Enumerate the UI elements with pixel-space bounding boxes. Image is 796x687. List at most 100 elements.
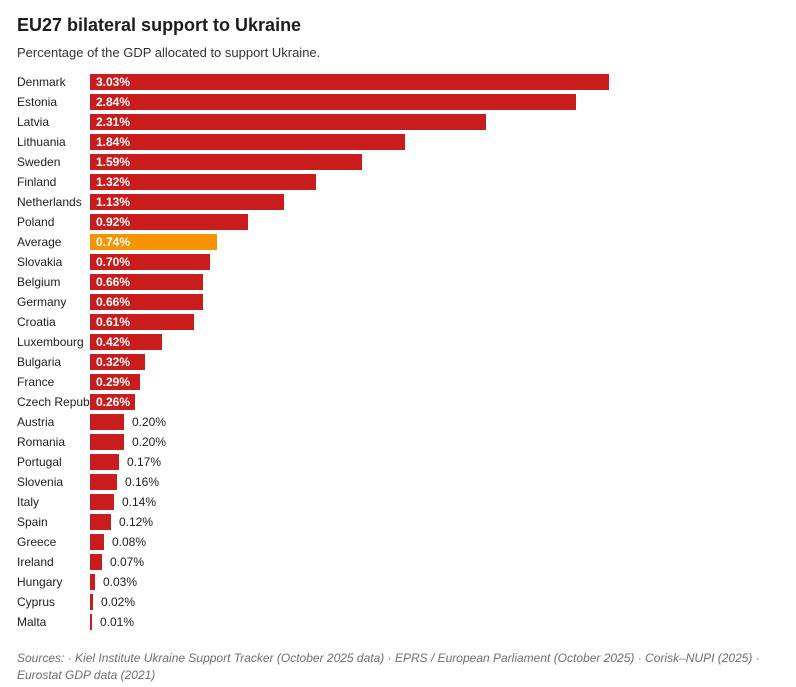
- value-label: 0.03%: [103, 575, 138, 590]
- value-label: 1.32%: [96, 175, 131, 190]
- bar: [90, 614, 92, 631]
- chart-row: Austria 0.20%: [17, 412, 780, 432]
- category-label: Germany: [17, 295, 67, 310]
- category-label: Italy: [17, 495, 40, 510]
- chart-row: Belgium 0.66%: [17, 272, 780, 292]
- chart-row: Hungary 0.03%: [17, 572, 780, 592]
- bar-track: 0.02%: [90, 594, 780, 611]
- bar: [90, 414, 124, 431]
- value-label: 0.02%: [101, 595, 136, 610]
- category-label: Bulgaria: [17, 355, 62, 370]
- value-label: 0.07%: [110, 555, 145, 570]
- value-label: 0.01%: [100, 615, 135, 630]
- bar-track: 0.07%: [90, 554, 780, 571]
- chart-row: Romania 0.20%: [17, 432, 780, 452]
- bar: [90, 474, 117, 491]
- category-label: Denmark: [17, 75, 66, 90]
- value-label: 0.29%: [96, 375, 131, 390]
- bar-track: 0.20%: [90, 414, 780, 431]
- bar: [90, 154, 362, 171]
- category-label: Ireland: [17, 555, 54, 570]
- chart-row: Poland 0.92%: [17, 212, 780, 232]
- value-label: 0.20%: [132, 435, 167, 450]
- value-label: 0.70%: [96, 255, 131, 270]
- chart-row: Average 0.74%: [17, 232, 780, 252]
- bar: [90, 94, 576, 111]
- value-label: 1.59%: [96, 155, 131, 170]
- category-label: Poland: [17, 215, 55, 230]
- category-label: Greece: [17, 535, 57, 550]
- value-label: 0.32%: [96, 355, 131, 370]
- value-label: 0.26%: [96, 395, 131, 410]
- bar: [90, 514, 111, 531]
- bar-track: 2.84%: [90, 94, 780, 111]
- bar-track: 0.70%: [90, 254, 780, 271]
- bar-track: 0.42%: [90, 334, 780, 351]
- bar-track: 0.01%: [90, 614, 780, 631]
- category-label: Sweden: [17, 155, 61, 170]
- bar-track: 1.84%: [90, 134, 780, 151]
- category-label: Malta: [17, 615, 47, 630]
- chart-row: Latvia 2.31%: [17, 112, 780, 132]
- bar: [90, 294, 203, 311]
- category-label: Finland: [17, 175, 57, 190]
- bar-track: 1.13%: [90, 194, 780, 211]
- bar: [90, 394, 135, 411]
- bar-track: 0.32%: [90, 354, 780, 371]
- value-label: 2.31%: [96, 115, 131, 130]
- bar: [90, 254, 210, 271]
- bar-track: 0.17%: [90, 454, 780, 471]
- chart-row: Italy 0.14%: [17, 492, 780, 512]
- chart-row: France 0.29%: [17, 372, 780, 392]
- bar-chart: Denmark 3.03% Estonia 2.84% Latvia 2.31% Lithu…: [17, 72, 780, 632]
- value-label: 1.13%: [96, 195, 131, 210]
- value-label: 3.03%: [96, 75, 131, 90]
- value-label: 0.74%: [96, 235, 131, 250]
- bar-track: 1.32%: [90, 174, 780, 191]
- category-label: Netherlands: [17, 195, 82, 210]
- chart-row: Portugal 0.17%: [17, 452, 780, 472]
- value-label: 0.14%: [122, 495, 157, 510]
- chart-row: Bulgaria 0.32%: [17, 352, 780, 372]
- value-label: 2.84%: [96, 95, 131, 110]
- chart-row: Luxembourg 0.42%: [17, 332, 780, 352]
- bar-track: 0.29%: [90, 374, 780, 391]
- value-label: 0.12%: [119, 515, 154, 530]
- bar-track: 0.12%: [90, 514, 780, 531]
- bar-track: 0.61%: [90, 314, 780, 331]
- chart-row: Croatia 0.61%: [17, 312, 780, 332]
- bar-track: 0.92%: [90, 214, 780, 231]
- bar-track: 3.03%: [90, 74, 780, 91]
- chart-title: EU27 bilateral support to Ukraine: [17, 15, 302, 35]
- bar: [90, 274, 203, 291]
- chart-row: Slovenia 0.16%: [17, 472, 780, 492]
- value-label: 0.17%: [127, 455, 162, 470]
- chart-row: Greece 0.08%: [17, 532, 780, 552]
- bar: [90, 134, 405, 151]
- category-label: Average: [17, 235, 62, 250]
- category-label: Estonia: [17, 95, 58, 110]
- chart-row: Lithuania 1.84%: [17, 132, 780, 152]
- bar: [90, 354, 145, 371]
- bar-track: 0.66%: [90, 294, 780, 311]
- chart-row: Germany 0.66%: [17, 292, 780, 312]
- chart-row: Estonia 2.84%: [17, 92, 780, 112]
- value-label: 0.92%: [96, 215, 131, 230]
- bar: [90, 174, 316, 191]
- bar-track: 0.20%: [90, 434, 780, 451]
- bar: [90, 594, 93, 611]
- bar: [90, 374, 140, 391]
- bar: [90, 554, 102, 571]
- chart-row: Ireland 0.07%: [17, 552, 780, 572]
- bar-track: 0.66%: [90, 274, 780, 291]
- category-label: Latvia: [17, 115, 50, 130]
- category-label: Spain: [17, 515, 48, 530]
- sources-note: Sources: · Kiel Institute Ukraine Suppor…: [17, 651, 760, 682]
- value-label: 1.84%: [96, 135, 131, 150]
- chart-row: Slovakia 0.70%: [17, 252, 780, 272]
- bar: [90, 574, 95, 591]
- bar-track: 0.03%: [90, 574, 780, 591]
- chart-subtitle: Percentage of the GDP allocated to suppo…: [17, 44, 321, 60]
- bar: [90, 334, 162, 351]
